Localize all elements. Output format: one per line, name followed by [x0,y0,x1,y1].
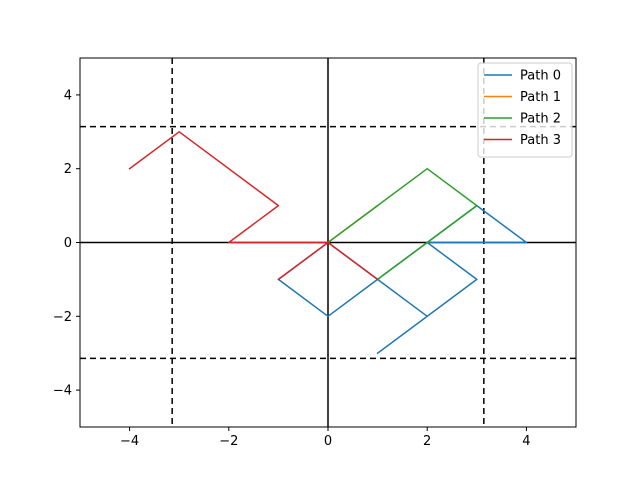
y-tick-label: −4 [53,384,72,399]
x-tick-label: −4 [120,434,139,449]
x-tick-label: 4 [522,434,530,449]
series-line-path-0 [277,204,528,355]
y-tick-label: 0 [64,236,72,251]
x-tick-label: 0 [324,434,332,449]
legend-label-path-3: Path 3 [520,133,561,148]
y-tick-label: 2 [64,162,72,177]
series-lines [128,131,528,355]
y-tick-label: −2 [53,310,72,325]
legend-label-path-1: Path 1 [520,90,561,105]
x-tick-label: −2 [219,434,238,449]
legend: Path 0 Path 1 Path 2 Path 3 [477,62,573,158]
x-tick-label: 2 [423,434,431,449]
series-line-path-2 [326,167,478,281]
y-tick-label: 4 [64,88,72,103]
x-axis-ticks: −4 −2 0 2 4 [120,427,531,449]
legend-box [477,62,573,158]
legend-label-path-0: Path 0 [520,69,561,84]
legend-label-path-2: Path 2 [520,112,561,127]
series-line-path-3 [128,131,379,281]
y-axis-ticks: −4 −2 0 2 4 [53,88,80,399]
